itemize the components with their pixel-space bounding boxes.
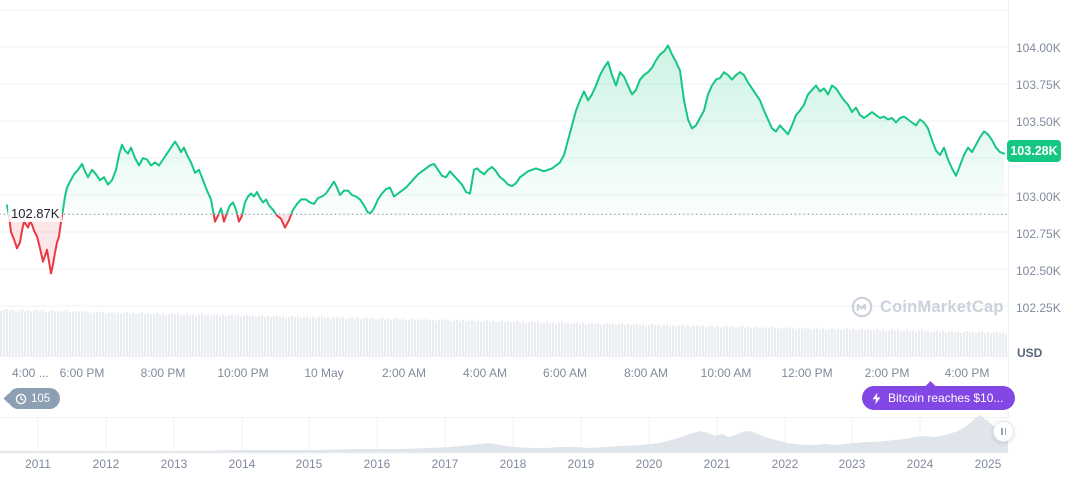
year-2019: 2019 bbox=[567, 457, 595, 471]
x-tick-4: 10 May bbox=[304, 366, 344, 380]
y-tick-104-00k: 104.00K bbox=[1016, 41, 1061, 55]
minimap-scrubber-handle[interactable] bbox=[993, 421, 1014, 442]
x-tick-6: 4:00 AM bbox=[462, 366, 508, 380]
current-price-badge: 103.28K bbox=[1007, 140, 1061, 162]
x-tick-5: 2:00 AM bbox=[381, 366, 427, 380]
x-tick-11: 2:00 PM bbox=[864, 366, 910, 380]
price-series-up bbox=[6, 44, 1005, 215]
x-tick-7: 6:00 AM bbox=[542, 366, 588, 380]
lightning-icon bbox=[872, 392, 881, 404]
y-axis-border bbox=[1008, 0, 1009, 417]
year-2011: 2011 bbox=[25, 457, 51, 471]
year-2017: 2017 bbox=[431, 457, 459, 471]
year-2013: 2013 bbox=[160, 457, 188, 471]
y-tick-102-50k: 102.50K bbox=[1016, 264, 1061, 278]
clock-icon bbox=[15, 393, 27, 404]
y-tick-103-75k: 103.75K bbox=[1016, 78, 1061, 92]
year-2014: 2014 bbox=[228, 457, 256, 471]
year-2025: 2025 bbox=[974, 457, 1002, 471]
history-minimap[interactable] bbox=[0, 415, 1010, 454]
x-tick-1: 6:00 PM bbox=[59, 366, 105, 380]
volume-bars bbox=[0, 309, 1008, 356]
y-tick-103-50k: 103.50K bbox=[1016, 115, 1061, 129]
x-tick-3: 10:00 PM bbox=[217, 366, 269, 380]
year-2023: 2023 bbox=[838, 457, 866, 471]
year-2012: 2012 bbox=[92, 457, 120, 471]
x-tick-8: 8:00 AM bbox=[623, 366, 669, 380]
y-tick-102-75k: 102.75K bbox=[1016, 227, 1061, 241]
year-2015: 2015 bbox=[295, 457, 323, 471]
history-count-label: 105 bbox=[31, 392, 51, 405]
year-2021: 2021 bbox=[703, 457, 731, 471]
x-tick-12: 4:00 PM bbox=[944, 366, 990, 380]
year-2018: 2018 bbox=[499, 457, 527, 471]
minimap-area bbox=[0, 415, 1008, 453]
x-tick-2: 8:00 PM bbox=[140, 366, 186, 380]
baseline-price-label: 102.87K bbox=[8, 206, 63, 222]
y-tick-103-00k: 103.00K bbox=[1016, 190, 1061, 204]
year-2016: 2016 bbox=[363, 457, 391, 471]
x-tick-10: 12:00 PM bbox=[781, 366, 833, 380]
year-2020: 2020 bbox=[635, 457, 663, 471]
x-tick-0: 4:00 ... bbox=[12, 366, 49, 380]
history-events-count-badge[interactable]: 105 bbox=[8, 388, 61, 409]
x-tick-9: 10:00 AM bbox=[700, 366, 752, 380]
news-event-badge[interactable]: Bitcoin reaches $10... bbox=[862, 386, 1016, 410]
event-label: Bitcoin reaches $10... bbox=[888, 391, 1004, 405]
y-tick-102-25k: 102.25K bbox=[1016, 301, 1061, 315]
currency-unit-label: USD bbox=[1017, 346, 1043, 360]
year-2022: 2022 bbox=[771, 457, 799, 471]
year-2024: 2024 bbox=[906, 457, 934, 471]
